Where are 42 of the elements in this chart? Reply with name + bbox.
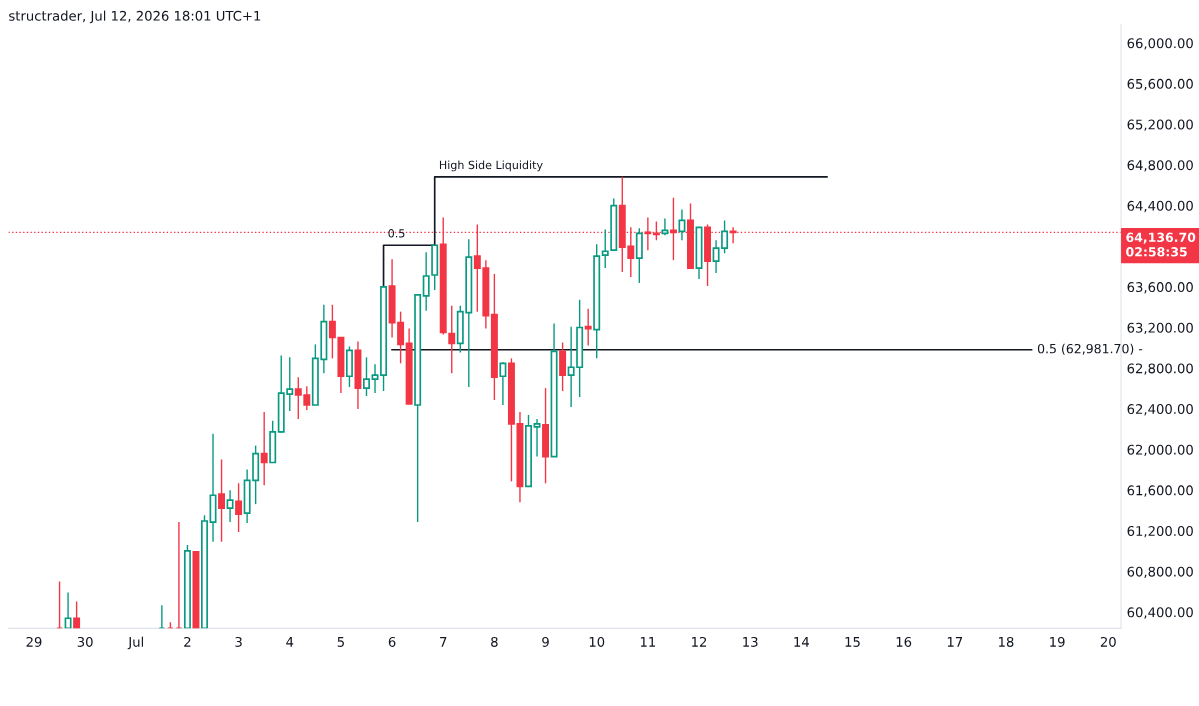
x-tick-label: 5 (337, 637, 344, 647)
x-tick-label: 16 (896, 636, 912, 647)
annotation: 0.5 (62,981.70) - (1037, 343, 1143, 355)
x-tick-label: 10 (589, 636, 605, 647)
y-tick-label: 63,200.00 (1127, 322, 1193, 335)
x-tick-label: 18 (999, 636, 1014, 647)
x-tick-label: 7 (440, 637, 447, 647)
x-tick-label: 8 (491, 636, 498, 647)
annotation: High Side Liquidity (439, 160, 543, 172)
chart-title: structrader, Jul 12, 2026 18:01 UTC+1 (9, 10, 261, 24)
x-tick-label: 6 (388, 636, 396, 647)
y-tick-label: 64,400.00 (1127, 200, 1193, 213)
x-tick-label: 29 (26, 636, 42, 647)
x-tick-label: Jul (127, 636, 144, 650)
y-tick-label: 66,000.00 (1127, 38, 1193, 50)
y-tick-label: 65,600.00 (1127, 78, 1193, 91)
x-tick-label: 14 (794, 637, 809, 647)
y-tick-label: 63,600.00 (1127, 282, 1193, 294)
x-tick-label: 9 (542, 636, 549, 647)
x-tick-label: 4 (286, 637, 294, 647)
x-tick-label: 20 (1100, 636, 1116, 647)
y-tick-label: 62,000.00 (1127, 444, 1193, 457)
y-tick-label: 64,800.00 (1127, 160, 1193, 172)
y-tick-label: 60,800.00 (1127, 566, 1193, 578)
y-tick-label: 61,200.00 (1127, 526, 1193, 538)
y-tick-label: 62,400.00 (1127, 404, 1193, 416)
y-tick-label: 60,400.00 (1127, 607, 1193, 619)
x-tick-label: 19 (1050, 636, 1065, 647)
y-tick-label: 61,600.00 (1127, 485, 1193, 497)
x-tick-label: 13 (743, 636, 758, 647)
x-tick-label: 17 (947, 637, 963, 647)
x-tick-label: 30 (77, 636, 93, 647)
x-tick-label: 11 (640, 637, 656, 647)
y-tick-label: 62,800.00 (1127, 363, 1193, 375)
ref-line-label: 64,136.70 (1126, 232, 1196, 244)
x-tick-label: 15 (845, 637, 860, 647)
annotation: 0.5 (388, 229, 405, 238)
x-tick-label: 12 (692, 636, 707, 647)
y-tick-label: 65,200.00 (1127, 119, 1193, 131)
x-tick-label: 2 (184, 636, 191, 647)
x-tick-label: 3 (235, 636, 242, 647)
text: 02:58:35 (1126, 247, 1187, 257)
